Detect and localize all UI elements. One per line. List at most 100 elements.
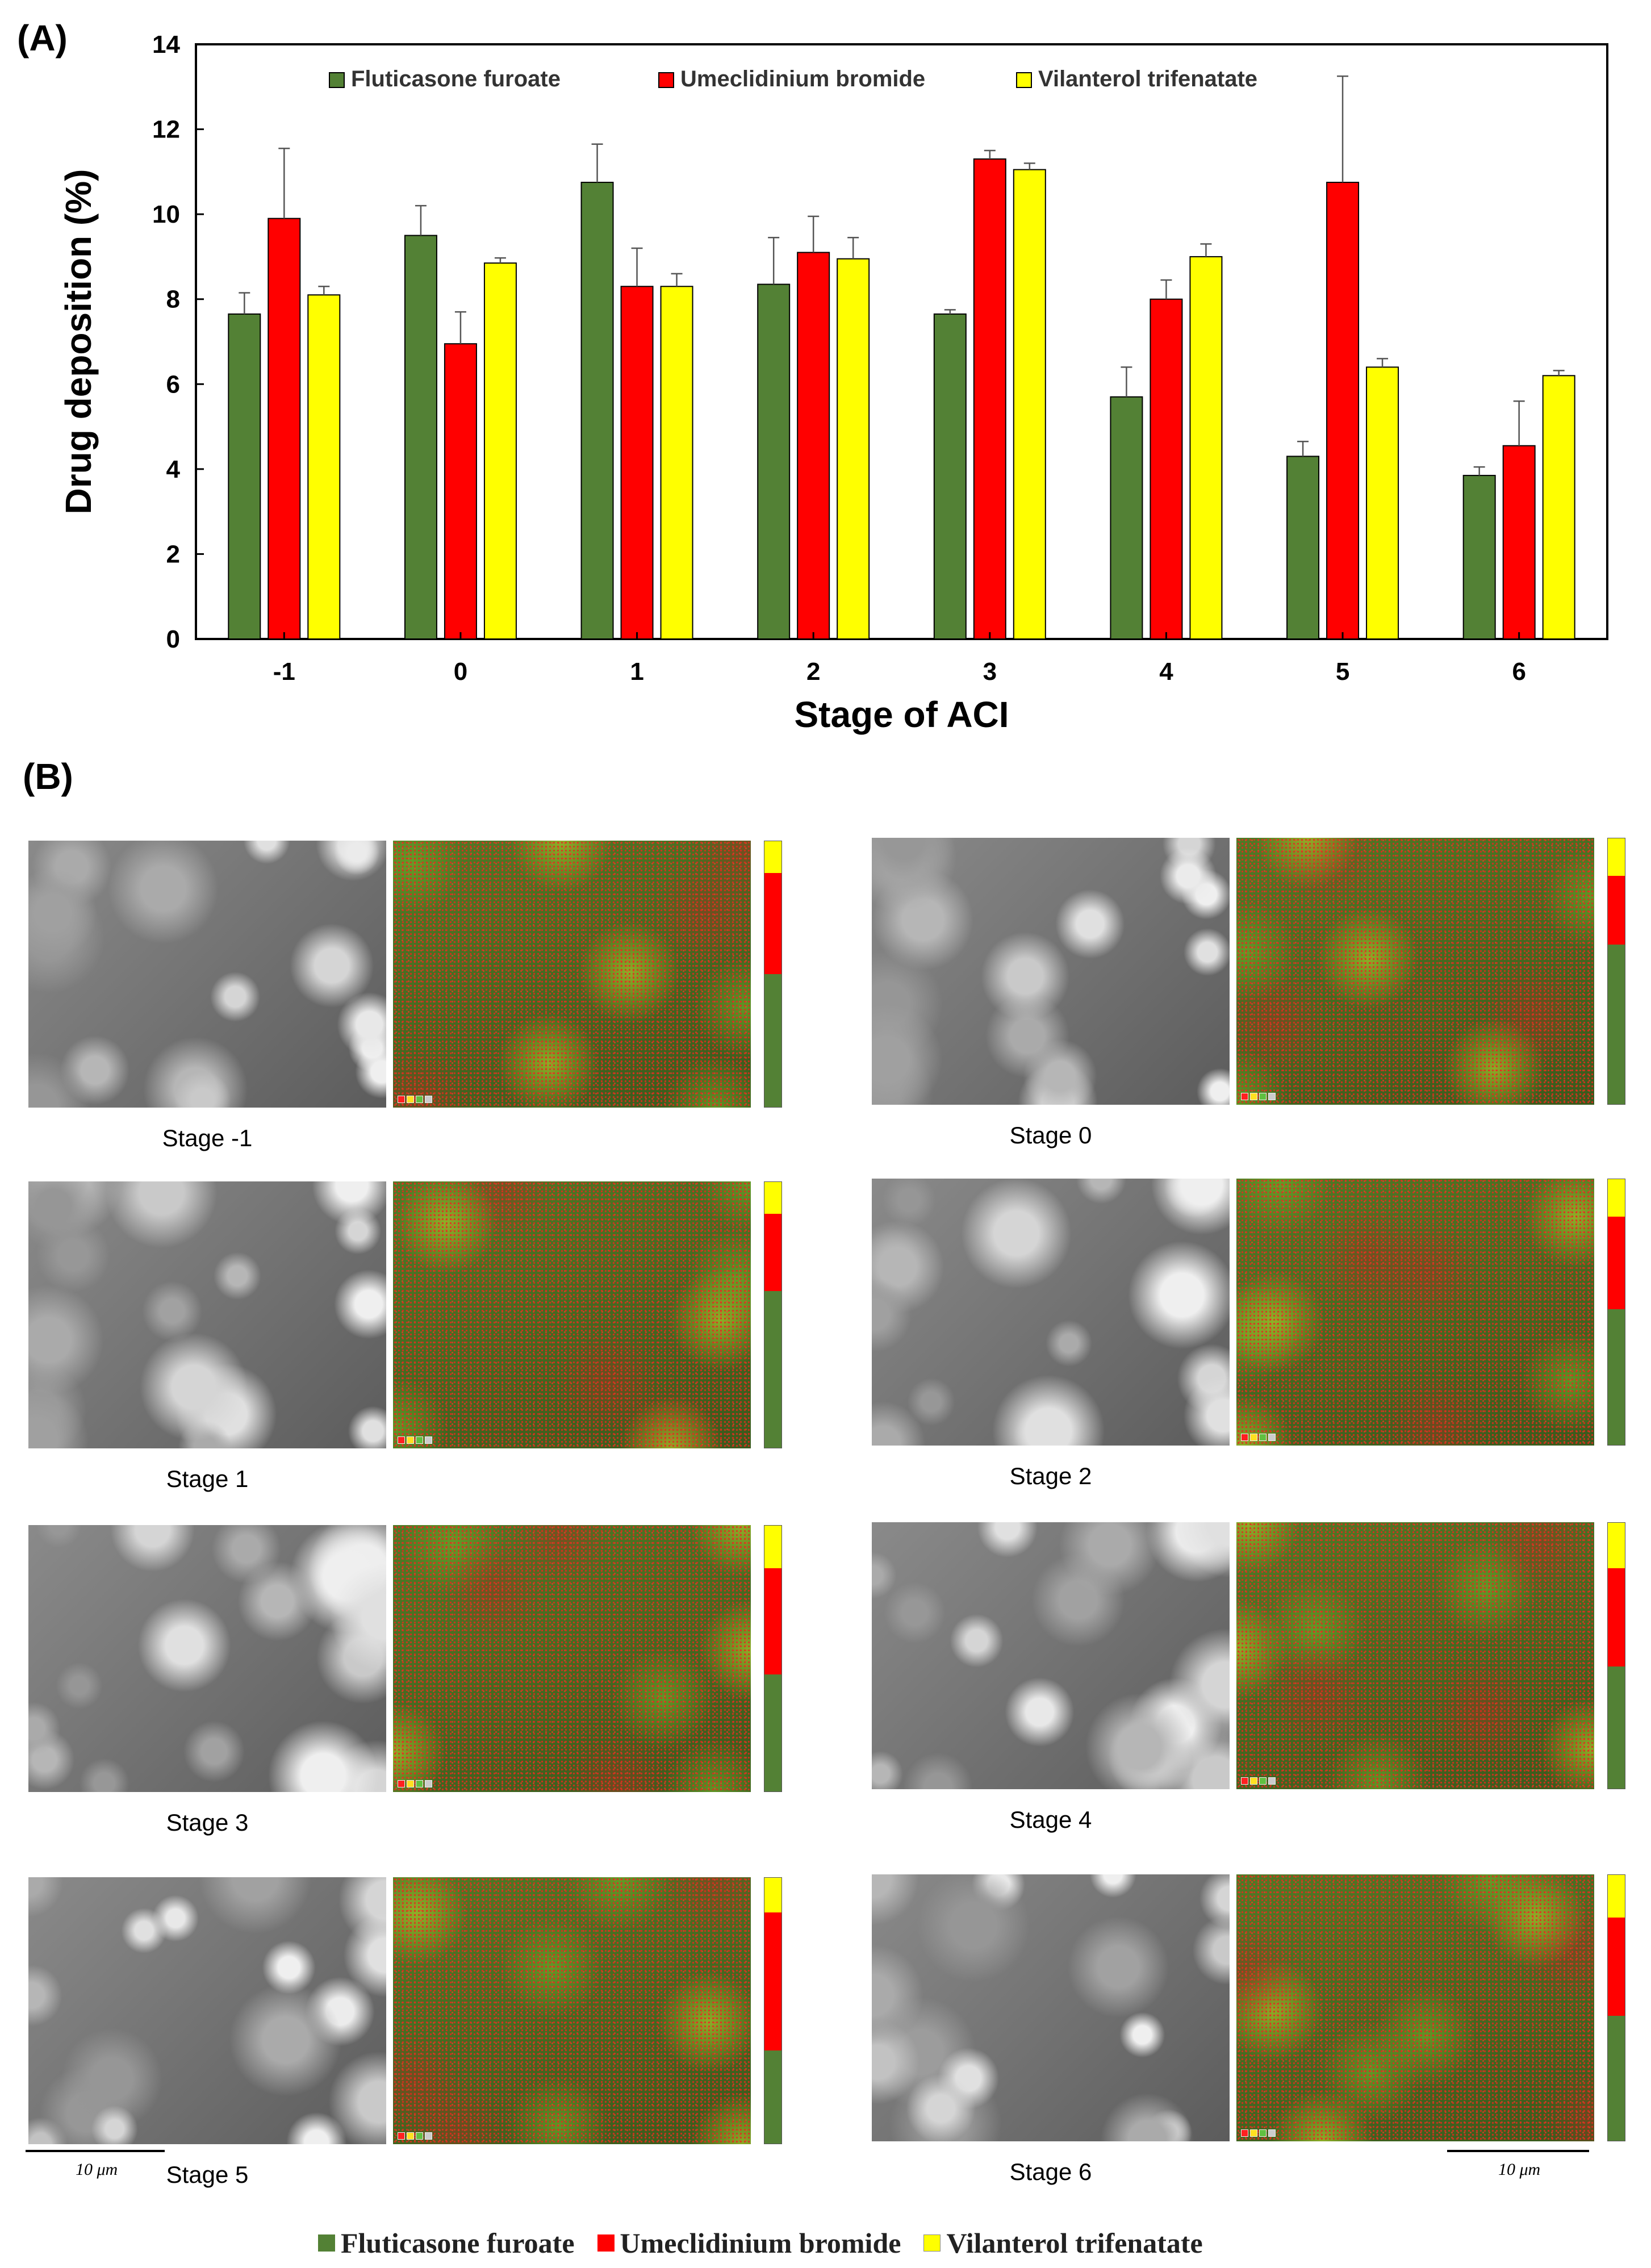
eds-map-image xyxy=(1236,1179,1594,1446)
bar xyxy=(1110,396,1143,640)
stage-caption: Stage 1 xyxy=(166,1465,249,1492)
eds-map-image xyxy=(1236,1522,1594,1789)
bar xyxy=(580,182,614,640)
map-mini-legend xyxy=(1241,1093,1276,1100)
mini-legend-swatch xyxy=(407,1436,414,1444)
bar xyxy=(404,235,437,640)
legend-label: Vilanterol trifenatate xyxy=(1038,66,1257,91)
mini-legend-swatch xyxy=(1241,2129,1248,2137)
mini-legend-swatch xyxy=(425,2132,432,2140)
mini-legend-swatch xyxy=(407,1096,414,1103)
composition-bar xyxy=(1607,1874,1625,2141)
composition-bar xyxy=(1607,838,1625,1105)
eds-map-image xyxy=(393,1525,751,1792)
composition-segment-vilanterol xyxy=(764,1182,781,1214)
y-tick-label: 6 xyxy=(166,370,180,398)
eds-map-image xyxy=(393,1877,751,2144)
map-mini-legend xyxy=(1241,1777,1276,1785)
composition-segment-umeclidinium xyxy=(764,1214,781,1291)
panel-b-label: (B) xyxy=(23,756,73,797)
sem-image xyxy=(872,838,1230,1105)
composition-segment-vilanterol xyxy=(1608,1179,1625,1217)
mini-legend-swatch xyxy=(1268,2129,1276,2137)
composition-segment-vilanterol xyxy=(764,1526,781,1568)
composition-bar xyxy=(764,841,782,1108)
legend-swatch xyxy=(658,72,674,88)
bar xyxy=(1366,366,1399,640)
composition-bar xyxy=(764,1877,782,2144)
x-tick-label: 3 xyxy=(983,658,997,686)
sem-image xyxy=(872,1874,1230,2141)
legend-swatch xyxy=(318,2234,335,2252)
panel-a-label: (A) xyxy=(17,18,68,59)
y-axis-label: Drug deposition (%) xyxy=(58,169,99,515)
y-tick-label: 10 xyxy=(152,201,180,228)
composition-segment-fluticasone xyxy=(1608,945,1625,1104)
bar xyxy=(933,313,967,640)
bar xyxy=(973,158,1006,640)
mini-legend-swatch xyxy=(1259,1434,1267,1441)
bar xyxy=(797,252,830,640)
mini-legend-swatch xyxy=(407,2132,414,2140)
y-axis: 0 2 4 6 8 10 12 14 xyxy=(152,31,204,653)
mini-legend-swatch xyxy=(416,1436,423,1444)
sem-image xyxy=(28,841,386,1108)
scale-bar-label: 10 μm xyxy=(1498,2160,1541,2179)
map-mini-legend xyxy=(1241,2129,1276,2137)
x-axis: -1 0 1 2 3 4 5 6 xyxy=(273,632,1526,686)
mini-legend-swatch xyxy=(1241,1093,1248,1100)
x-tick-label: 5 xyxy=(1336,658,1349,686)
composition-segment-umeclidinium xyxy=(764,1568,781,1675)
scale-bar-label: 10 μm xyxy=(76,2160,118,2179)
stage-caption: Stage 3 xyxy=(166,1809,249,1836)
mini-legend-swatch xyxy=(425,1780,432,1787)
sem-image xyxy=(28,1877,386,2144)
y-tick-label: 2 xyxy=(166,540,180,568)
bar xyxy=(1326,182,1360,640)
mini-legend-swatch xyxy=(1259,1093,1267,1100)
mini-legend-swatch xyxy=(1250,2129,1257,2137)
bar xyxy=(1502,445,1536,640)
legend-swatch xyxy=(329,72,345,88)
composition-bar xyxy=(1607,1179,1625,1446)
map-mini-legend xyxy=(398,1436,432,1444)
bar xyxy=(267,218,301,640)
composition-segment-umeclidinium xyxy=(1608,1917,1625,2016)
composition-segment-vilanterol xyxy=(1608,1523,1625,1568)
mini-legend-swatch xyxy=(1259,2129,1267,2137)
sem-image xyxy=(28,1525,386,1792)
mini-legend-swatch xyxy=(1241,1777,1248,1785)
y-tick-label: 0 xyxy=(166,625,180,653)
mini-legend-swatch xyxy=(398,2132,405,2140)
mini-legend-swatch xyxy=(425,1096,432,1103)
bar xyxy=(1462,475,1496,640)
eds-map-image xyxy=(393,1181,751,1448)
stage-caption: Stage 4 xyxy=(1009,1806,1092,1833)
x-tick-label: -1 xyxy=(273,658,295,686)
composition-segment-vilanterol xyxy=(764,1878,781,1912)
y-tick-label: 12 xyxy=(152,116,180,144)
mini-legend-swatch xyxy=(1250,1777,1257,1785)
composition-bar xyxy=(1607,1522,1625,1789)
mini-legend-swatch xyxy=(1250,1434,1257,1441)
bar xyxy=(757,283,791,640)
bar xyxy=(1189,256,1223,640)
mini-legend-swatch xyxy=(407,1780,414,1787)
composition-segment-fluticasone xyxy=(764,1290,781,1448)
stage-caption: Stage 6 xyxy=(1009,2158,1092,2185)
y-tick-label: 4 xyxy=(166,456,181,483)
mini-legend-swatch xyxy=(1259,1777,1267,1785)
bar xyxy=(228,313,261,640)
composition-segment-umeclidinium xyxy=(1608,1568,1625,1666)
bar xyxy=(1150,298,1183,640)
eds-map-image xyxy=(1236,1874,1594,2141)
composition-bar xyxy=(764,1181,782,1448)
mini-legend-swatch xyxy=(398,1096,405,1103)
x-tick-label: 2 xyxy=(806,658,820,686)
legend-swatch xyxy=(923,2234,941,2252)
composition-segment-fluticasone xyxy=(1608,1666,1625,1789)
bottom-legend: Fluticasone furoate Umeclidinium bromide… xyxy=(318,2227,1203,2259)
composition-segment-umeclidinium xyxy=(1608,875,1625,945)
mini-legend-swatch xyxy=(1241,1434,1248,1441)
mini-legend-swatch xyxy=(416,1096,423,1103)
